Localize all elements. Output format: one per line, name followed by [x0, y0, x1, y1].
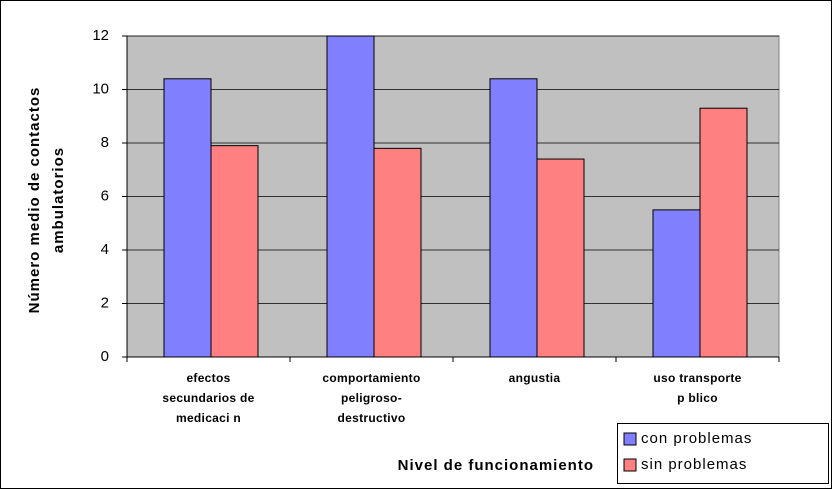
- x-axis-label: Nivel de funcionamiento: [398, 457, 594, 474]
- x-tick-label: peligroso-: [341, 391, 402, 405]
- bar: [373, 147, 422, 358]
- bar: [536, 158, 585, 358]
- legend-swatch: [623, 458, 637, 472]
- x-tick-label: angustia: [509, 371, 561, 385]
- legend-label: sin problemas: [641, 456, 747, 473]
- y-tick-label: 2: [101, 294, 109, 311]
- x-tick-label: secundarios de: [162, 391, 254, 405]
- y-tick-label: 0: [101, 348, 109, 365]
- y-tick-label: 8: [101, 134, 109, 151]
- legend-label: con problemas: [641, 430, 752, 447]
- bar: [699, 107, 748, 358]
- y-tick-label: 6: [101, 187, 109, 204]
- x-tick-label: medicaci n: [176, 411, 241, 425]
- legend: [617, 423, 829, 484]
- y-axis-label: Número medio de contactos: [26, 87, 43, 314]
- bar: [652, 209, 701, 358]
- bar: [163, 78, 212, 358]
- y-tick-label: 4: [101, 241, 109, 258]
- x-tick-label: p blico: [677, 391, 718, 405]
- x-tick-label: destructivo: [338, 411, 406, 425]
- legend-swatch: [623, 432, 637, 446]
- x-tick-label: uso transporte: [653, 371, 741, 385]
- y-tick-label: 12: [92, 27, 109, 44]
- x-tick-label: comportamiento: [322, 371, 420, 385]
- y-axis-label: ambulatorios: [50, 147, 67, 253]
- bar: [326, 35, 375, 358]
- y-tick-label: 10: [92, 80, 109, 97]
- bar: [210, 145, 259, 358]
- x-tick-label: efectos: [186, 371, 230, 385]
- bar: [489, 78, 538, 358]
